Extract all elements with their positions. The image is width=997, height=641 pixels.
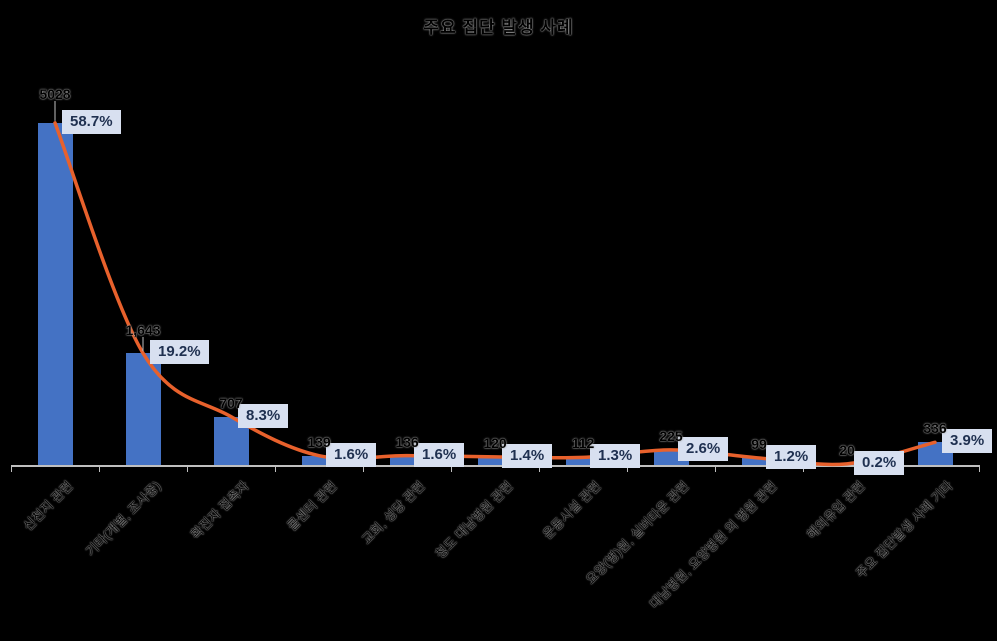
x-axis-tick xyxy=(451,466,452,472)
bar-value-label: 136 xyxy=(395,433,419,450)
x-axis-tick xyxy=(627,466,628,472)
x-axis-tick xyxy=(363,466,364,472)
x-axis-tick xyxy=(187,466,188,472)
chart-title: 주요 집단 발생 사례 xyxy=(423,18,574,37)
percentage-label: 1.2% xyxy=(766,445,817,469)
bar xyxy=(125,353,161,465)
percentage-label: 1.4% xyxy=(502,443,553,468)
bar-value-label: 99 xyxy=(751,436,767,452)
bar-value-label: 5028 xyxy=(39,86,71,102)
bar-value-label: 1,643 xyxy=(125,322,161,338)
x-axis-tick xyxy=(803,466,804,472)
bar-value-label: 225 xyxy=(659,427,683,444)
x-axis-tick xyxy=(99,466,100,472)
percentage-label: 2.6% xyxy=(678,436,729,461)
percentage-label: 1.3% xyxy=(590,444,641,469)
bar-value-label: 20 xyxy=(839,441,855,458)
x-axis-tick xyxy=(715,466,716,472)
percentage-label: 3.9% xyxy=(942,429,993,454)
bar-value-label: 707 xyxy=(219,394,243,411)
percentage-label: 0.2% xyxy=(854,450,905,475)
x-axis-line xyxy=(10,465,980,467)
bar-value-label: 139 xyxy=(307,433,331,450)
bar xyxy=(37,123,73,465)
x-axis-tick xyxy=(979,466,980,472)
bar-value-label: 112 xyxy=(571,435,595,452)
bar-value-label: 336 xyxy=(923,420,947,437)
percentage-label: 58.7% xyxy=(62,109,121,134)
category-label: 기타(개별, 조사중) xyxy=(82,478,164,560)
x-axis-tick xyxy=(11,466,12,472)
percentage-label: 1.6% xyxy=(326,442,377,467)
x-axis-tick xyxy=(539,466,540,472)
percentage-label: 19.2% xyxy=(150,340,209,365)
percentage-label: 8.3% xyxy=(238,403,289,428)
percentage-line xyxy=(53,121,937,467)
percentage-label: 1.6% xyxy=(414,442,465,467)
bar-value-label: 120 xyxy=(483,434,507,451)
x-axis-tick xyxy=(275,466,276,472)
